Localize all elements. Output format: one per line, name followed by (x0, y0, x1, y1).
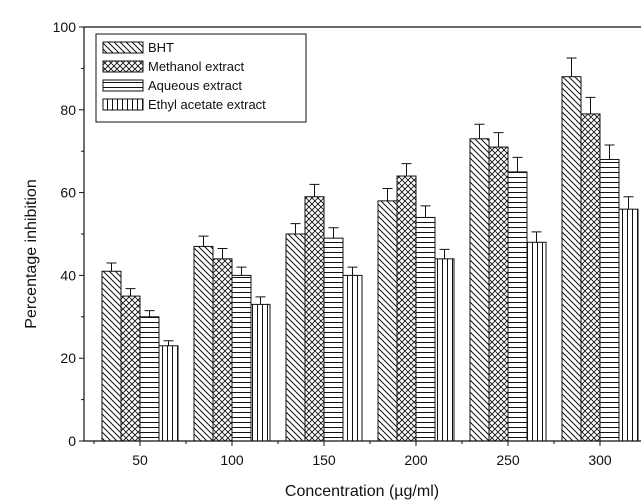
bar-0-1 (193, 245, 214, 442)
y-tick-label-5: 100 (53, 19, 77, 35)
legend-label-aqueous: Aqueous extract (148, 78, 242, 93)
error-bar-3-2 (347, 266, 358, 276)
y-tick-label-4: 80 (60, 102, 76, 118)
x-tick-label-5: 300 (588, 452, 612, 468)
error-bar-1-5 (585, 96, 596, 114)
error-bar-0-1 (198, 235, 209, 247)
x-tick-label-3: 200 (404, 452, 428, 468)
bar-2-0 (139, 316, 160, 442)
error-bar-2-2 (328, 227, 339, 239)
error-bar-0-3 (382, 187, 393, 201)
x-tick-label-4: 250 (496, 452, 520, 468)
y-tick-label-1: 20 (60, 350, 76, 366)
error-bar-0-2 (290, 223, 301, 234)
error-bar-1-4 (493, 132, 504, 148)
error-bar-2-3 (420, 205, 431, 218)
y-tick-label-2: 40 (60, 267, 76, 283)
error-bar-3-0 (163, 340, 174, 346)
bar-3-3 (434, 258, 455, 442)
error-bar-0-4 (474, 123, 485, 139)
bar-0-3 (377, 200, 398, 442)
bar-2-4 (507, 171, 528, 442)
legend: BHT Methanol extract Aqueous extract Eth… (95, 33, 307, 123)
error-bar-3-1 (255, 296, 266, 305)
bar-1-4 (488, 146, 509, 442)
error-bar-1-3 (401, 163, 412, 177)
error-bar-3-3 (439, 248, 450, 259)
error-bar-3-4 (531, 231, 542, 243)
bar-1-3 (396, 175, 417, 442)
legend-label-bht: BHT (148, 40, 174, 55)
bar-1-0 (120, 295, 141, 442)
error-bar-3-5 (623, 196, 634, 210)
legend-swatch-methanol (102, 60, 144, 73)
bar-3-2 (342, 274, 363, 442)
x-tick-label-1: 100 (220, 452, 244, 468)
error-bar-2-0 (144, 310, 155, 317)
error-bar-2-1 (236, 266, 247, 276)
error-bar-1-2 (309, 183, 320, 197)
error-bar-0-5 (566, 57, 577, 77)
bar-2-1 (231, 274, 252, 442)
error-bar-2-4 (512, 156, 523, 172)
error-bar-1-1 (217, 247, 228, 259)
bar-1-1 (212, 258, 233, 442)
axes-layer: 0 20 40 60 80 100 50 100 150 200 250 300 (53, 19, 641, 468)
bar-0-5 (561, 76, 582, 442)
legend-label-ethyl-acetate: Ethyl acetate extract (148, 97, 266, 112)
x-tick-label-0: 50 (132, 452, 148, 468)
error-bar-1-0 (125, 288, 136, 297)
bar-3-1 (250, 303, 271, 442)
bar-2-3 (415, 216, 436, 442)
bar-2-2 (323, 237, 344, 442)
bars-layer (101, 76, 639, 442)
error-bars-layer (106, 57, 634, 346)
legend-label-methanol: Methanol extract (148, 59, 244, 74)
legend-swatch-ethyl-acetate (102, 98, 144, 111)
bar-0-2 (285, 233, 306, 442)
bar-3-0 (158, 345, 179, 442)
bar-0-4 (469, 138, 490, 442)
error-bar-0-0 (106, 262, 117, 272)
bar-3-4 (526, 241, 547, 442)
x-tick-label-2: 150 (312, 452, 336, 468)
bar-0-0 (101, 270, 122, 442)
legend-swatch-bht (102, 41, 144, 54)
error-bar-2-5 (604, 144, 615, 160)
x-axis-title: Concentration (µg/ml) (285, 483, 439, 500)
y-tick-label-3: 60 (60, 185, 76, 201)
y-axis-title: Percentage inhibition (23, 179, 40, 328)
bar-1-5 (580, 113, 601, 442)
legend-swatch-aqueous (102, 79, 144, 92)
bar-3-5 (618, 208, 639, 442)
y-tick-label-0: 0 (68, 433, 76, 449)
bar-1-2 (304, 196, 325, 442)
bar-2-5 (599, 158, 620, 442)
